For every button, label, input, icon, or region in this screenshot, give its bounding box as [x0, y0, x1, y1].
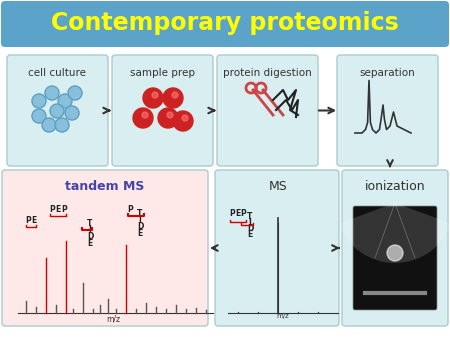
Circle shape	[45, 86, 59, 100]
Circle shape	[143, 88, 163, 108]
FancyBboxPatch shape	[337, 55, 438, 166]
Circle shape	[163, 88, 183, 108]
Text: I: I	[248, 218, 252, 227]
Circle shape	[142, 112, 148, 118]
Text: I: I	[139, 216, 141, 224]
FancyBboxPatch shape	[112, 55, 213, 166]
Text: T: T	[248, 212, 253, 221]
Circle shape	[58, 94, 72, 108]
FancyBboxPatch shape	[2, 170, 208, 326]
Circle shape	[158, 108, 178, 128]
Text: E: E	[137, 228, 143, 238]
Text: E: E	[248, 230, 252, 239]
Circle shape	[68, 86, 82, 100]
Circle shape	[167, 112, 173, 118]
FancyBboxPatch shape	[7, 55, 108, 166]
Circle shape	[173, 111, 193, 131]
FancyBboxPatch shape	[215, 170, 339, 326]
Text: m/z: m/z	[277, 313, 289, 319]
Circle shape	[55, 118, 69, 132]
FancyBboxPatch shape	[217, 55, 318, 166]
Circle shape	[32, 94, 46, 108]
Text: T: T	[87, 219, 93, 228]
Text: protein digestion: protein digestion	[223, 68, 312, 78]
Circle shape	[133, 108, 153, 128]
Circle shape	[50, 104, 64, 118]
Circle shape	[152, 92, 158, 98]
Text: T: T	[137, 209, 143, 218]
FancyBboxPatch shape	[353, 206, 437, 310]
Text: D: D	[87, 232, 93, 241]
Text: E: E	[32, 216, 36, 225]
Text: cell culture: cell culture	[28, 68, 86, 78]
Circle shape	[42, 118, 56, 132]
Text: ionization: ionization	[364, 180, 425, 193]
Text: MS: MS	[269, 180, 288, 193]
Text: separation: separation	[360, 68, 415, 78]
Text: D: D	[247, 224, 253, 233]
Circle shape	[32, 109, 46, 123]
Text: I: I	[89, 225, 91, 235]
Text: P: P	[127, 205, 133, 214]
Circle shape	[387, 245, 403, 261]
Text: E: E	[55, 205, 61, 214]
Text: D: D	[137, 222, 143, 231]
FancyBboxPatch shape	[1, 1, 449, 47]
Text: P: P	[240, 209, 246, 218]
Text: P: P	[25, 216, 31, 225]
Text: P: P	[61, 205, 67, 214]
Text: E: E	[87, 239, 93, 247]
Text: m/z: m/z	[106, 314, 120, 323]
Circle shape	[182, 115, 188, 121]
Circle shape	[172, 92, 178, 98]
Text: tandem MS: tandem MS	[65, 180, 145, 193]
Wedge shape	[338, 203, 450, 263]
FancyBboxPatch shape	[342, 170, 448, 326]
Text: E: E	[235, 209, 240, 218]
Text: P: P	[229, 209, 235, 218]
Text: Contemporary proteomics: Contemporary proteomics	[51, 11, 399, 35]
Text: sample prep: sample prep	[130, 68, 195, 78]
Circle shape	[65, 106, 79, 120]
Text: P: P	[49, 205, 55, 214]
